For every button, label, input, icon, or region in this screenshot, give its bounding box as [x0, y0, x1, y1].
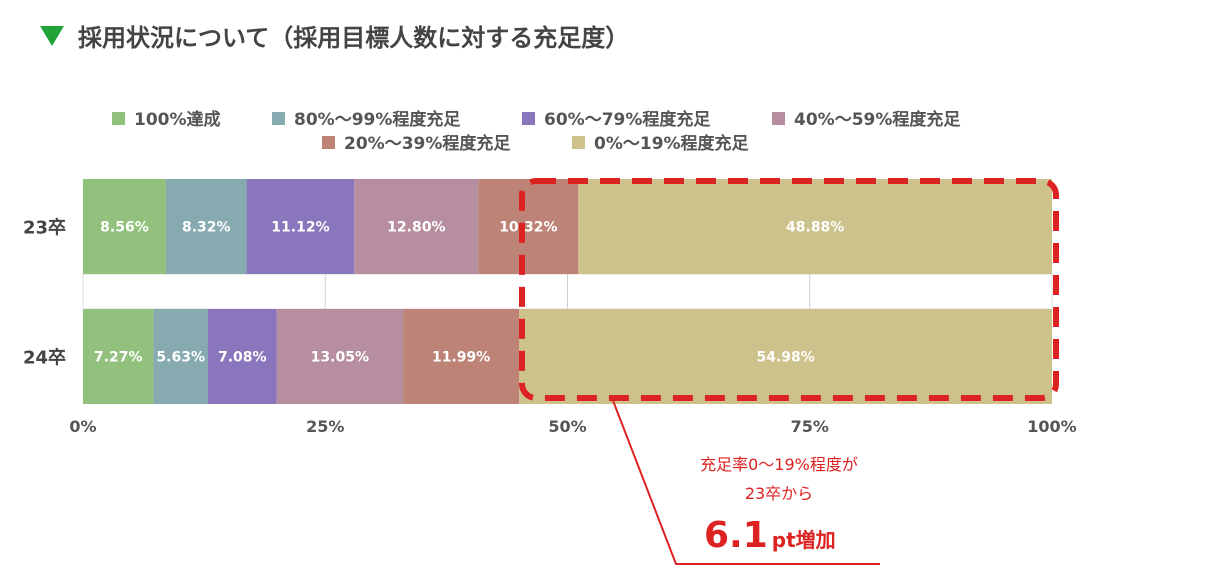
legend: 100%達成 80%〜99%程度充足 60%〜79%程度充足 40%〜59%程度充足 2… [112, 109, 960, 154]
bar-segment [153, 309, 209, 404]
bar-value-label: 11.12% [271, 220, 329, 236]
annotation-value-unit: pt増加 [772, 528, 836, 552]
bar-value-label: 5.63% [156, 350, 205, 366]
callout-line [611, 397, 880, 565]
bar-segment [519, 309, 1052, 404]
bar-value-label: 54.98% [756, 350, 814, 366]
legend-swatch-0 [112, 112, 125, 125]
bar-segment [478, 179, 579, 274]
x-axis-ticks: 0% 25% 50% 75% 100% [69, 417, 1076, 436]
legend-label-1: 80%〜99%程度充足 [294, 109, 460, 130]
annotation-value-number: 6.1 [704, 515, 768, 556]
legend-label-5: 0%〜19%程度充足 [594, 133, 749, 154]
legend-swatch-5 [572, 136, 585, 149]
legend-swatch-3 [772, 112, 785, 125]
legend-label-2: 60%〜79%程度充足 [544, 109, 710, 130]
chart-title: 採用状況について（採用目標人数に対する充足度） [40, 18, 629, 53]
bar-value-label: 10.32% [499, 220, 557, 236]
x-tick-label: 100% [1027, 417, 1076, 436]
annotation: 充足率0〜19%程度が 23卒から 6.1 pt増加 [519, 178, 1059, 565]
bars: 8.56% 8.32% 11.12% 12.80% 10.32% 48.88% 7.27% 5… [83, 179, 1052, 404]
bar-value-label: 12.80% [387, 220, 445, 236]
annotation-value: 6.1 pt増加 [704, 515, 836, 556]
legend-swatch-2 [522, 112, 535, 125]
bar-segment [208, 309, 277, 404]
category-label: 23卒 [23, 217, 66, 239]
bar-value-label: 11.99% [432, 350, 490, 366]
x-tick-label: 75% [791, 417, 829, 436]
bar-segment [578, 179, 1052, 274]
chart-title-text: 採用状況について（採用目標人数に対する充足度） [78, 24, 630, 52]
bar-segment [354, 179, 479, 274]
bar-segment [246, 179, 355, 274]
category-label: 24卒 [23, 347, 66, 369]
bar-value-label: 48.88% [786, 220, 844, 236]
bar-value-label: 7.27% [94, 350, 143, 366]
x-tick-label: 25% [306, 417, 344, 436]
bar-segment [83, 309, 154, 404]
bar-segment [403, 309, 520, 404]
bar-segment [83, 179, 166, 274]
legend-swatch-1 [272, 112, 285, 125]
bar-segment [165, 179, 247, 274]
bar-value-label: 13.05% [311, 350, 369, 366]
highlight-dashed-box [519, 178, 1059, 401]
green-down-triangle-icon [40, 25, 64, 46]
x-tick-label: 0% [69, 417, 96, 436]
x-tick-label: 50% [548, 417, 586, 436]
legend-swatch-4 [322, 136, 335, 149]
bar-segment [276, 309, 404, 404]
bar-value-label: 7.08% [218, 350, 267, 366]
row-labels: 23卒 24卒 [23, 217, 66, 369]
legend-label-0: 100%達成 [134, 109, 221, 130]
bar-value-label: 8.56% [100, 220, 149, 236]
annotation-line2: 23卒から [745, 484, 813, 503]
legend-label-3: 40%〜59%程度充足 [794, 109, 960, 130]
grid [82, 273, 1053, 310]
bar-value-label: 8.32% [182, 220, 231, 236]
legend-label-4: 20%〜39%程度充足 [344, 133, 510, 154]
annotation-line1: 充足率0〜19%程度が [700, 455, 858, 474]
